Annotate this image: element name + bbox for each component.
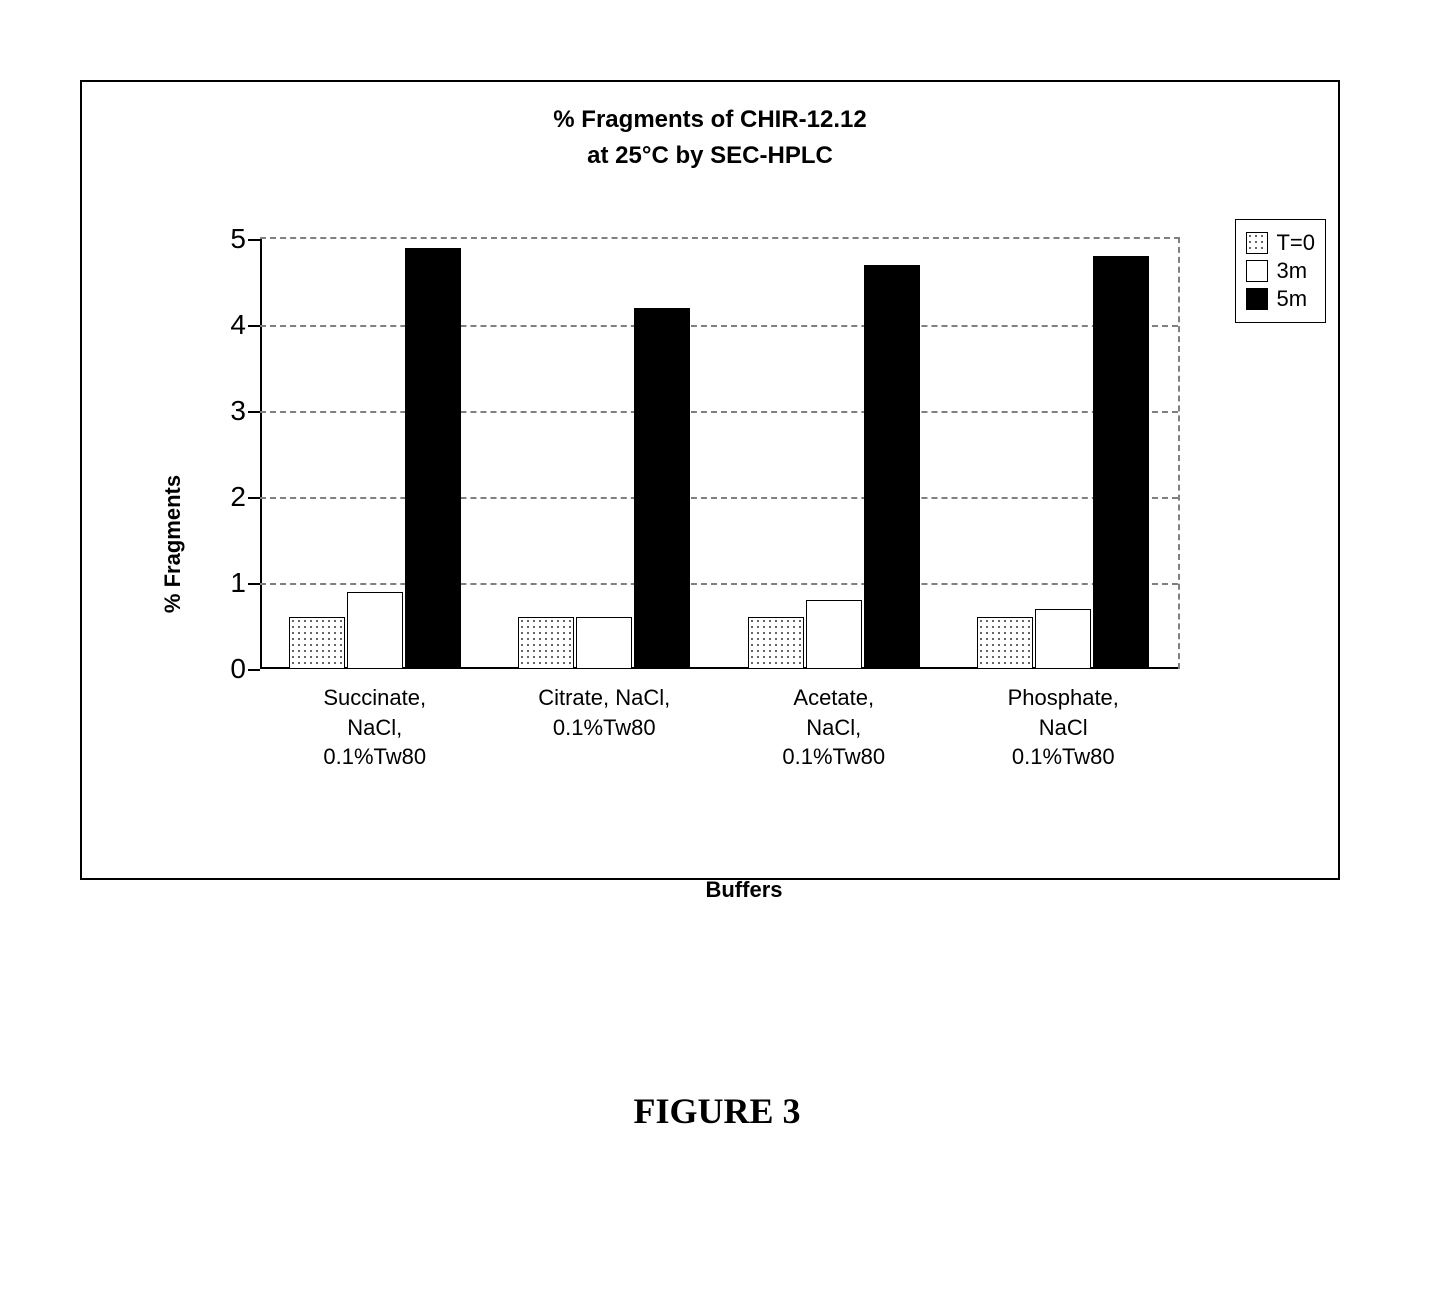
bar-t0 xyxy=(518,617,574,669)
legend-label: 3m xyxy=(1276,258,1307,284)
y-tick-label: 5 xyxy=(206,223,246,255)
legend-swatch xyxy=(1246,232,1268,254)
bar-group: Succinate,NaCl,0.1%Tw80 xyxy=(289,239,461,669)
category-label: Citrate, NaCl,0.1%Tw80 xyxy=(495,683,715,742)
legend-swatch xyxy=(1246,288,1268,310)
y-axis-label: % Fragments xyxy=(160,475,186,613)
legend-item: T=0 xyxy=(1246,230,1315,256)
category-label: Phosphate,NaCl0.1%Tw80 xyxy=(954,683,1174,772)
y-tick-label: 3 xyxy=(206,395,246,427)
legend-label: 5m xyxy=(1276,286,1307,312)
y-tick-mark xyxy=(248,669,260,671)
bar-m3 xyxy=(806,600,862,669)
category-label: Succinate,NaCl,0.1%Tw80 xyxy=(265,683,485,772)
legend-swatch xyxy=(1246,260,1268,282)
bar-m5 xyxy=(864,265,920,669)
y-tick-mark xyxy=(248,239,260,241)
category-label: Acetate,NaCl,0.1%Tw80 xyxy=(724,683,944,772)
y-tick-label: 1 xyxy=(206,567,246,599)
bar-t0 xyxy=(748,617,804,669)
plot-wrap: % Fragments 012345Succinate,NaCl,0.1%Tw8… xyxy=(174,219,1314,869)
legend-item: 5m xyxy=(1246,286,1315,312)
legend: T=03m5m xyxy=(1235,219,1326,323)
bar-group: Phosphate,NaCl0.1%Tw80 xyxy=(977,239,1149,669)
bar-t0 xyxy=(977,617,1033,669)
chart-title-line2: at 25°C by SEC-HPLC xyxy=(82,142,1338,170)
bar-m3 xyxy=(347,592,403,669)
chart-title-line1: % Fragments of CHIR-12.12 xyxy=(82,106,1338,134)
bar-m3 xyxy=(1035,609,1091,669)
y-tick-mark xyxy=(248,411,260,413)
legend-label: T=0 xyxy=(1276,230,1315,256)
y-tick-label: 0 xyxy=(206,653,246,685)
plot-area: 012345Succinate,NaCl,0.1%Tw80Citrate, Na… xyxy=(260,237,1180,669)
x-axis-label: Buffers xyxy=(174,877,1314,903)
bar-m5 xyxy=(1093,256,1149,669)
y-tick-mark xyxy=(248,583,260,585)
bar-m3 xyxy=(576,617,632,669)
bar-m5 xyxy=(634,308,690,669)
bar-m5 xyxy=(405,248,461,669)
y-tick-mark xyxy=(248,325,260,327)
y-tick-label: 4 xyxy=(206,309,246,341)
y-tick-label: 2 xyxy=(206,481,246,513)
figure-caption: FIGURE 3 xyxy=(0,1090,1434,1132)
legend-item: 3m xyxy=(1246,258,1315,284)
bar-t0 xyxy=(289,617,345,669)
bar-group: Citrate, NaCl,0.1%Tw80 xyxy=(518,239,690,669)
chart-frame: % Fragments of CHIR-12.12 at 25°C by SEC… xyxy=(80,80,1340,880)
bar-group: Acetate,NaCl,0.1%Tw80 xyxy=(748,239,920,669)
y-axis-line xyxy=(260,239,262,669)
y-tick-mark xyxy=(248,497,260,499)
